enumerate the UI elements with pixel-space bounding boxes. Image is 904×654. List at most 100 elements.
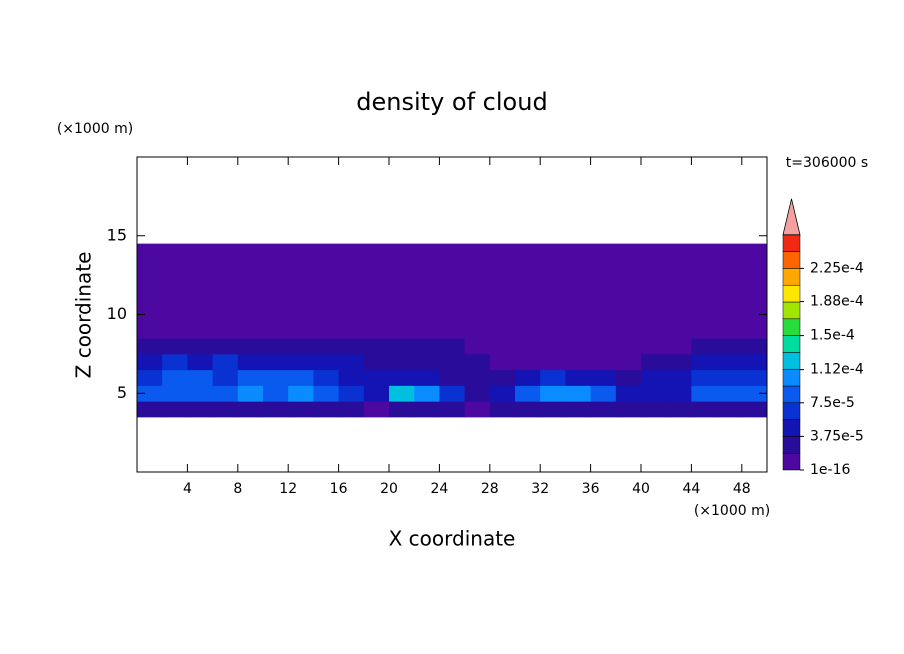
field-cell [137, 338, 163, 355]
field-cell [439, 290, 466, 308]
field-cell [338, 275, 365, 292]
field-cell [565, 338, 592, 355]
field-cell [515, 338, 541, 355]
field-cell [162, 338, 188, 355]
field-cell [338, 338, 365, 355]
field-cell [691, 275, 718, 292]
y-tick-label: 5 [117, 383, 127, 402]
field-cell [288, 322, 314, 339]
field-cell [439, 369, 466, 386]
colorbar-tick-label: 2.25e-4 [810, 260, 864, 276]
field-cell [137, 369, 163, 386]
field-cell [716, 369, 743, 386]
field-cell [439, 322, 466, 339]
field-cell [212, 353, 239, 371]
field-cell [489, 259, 516, 276]
field-cell [237, 243, 264, 260]
field-cell [489, 290, 516, 308]
field-cell [641, 353, 667, 371]
field-cell [615, 322, 642, 339]
field-cell [212, 290, 239, 308]
colorbar-tick-label: 1e-16 [810, 462, 850, 478]
field-cell [187, 369, 214, 386]
x-tick-label: 32 [531, 481, 549, 497]
field-cell [338, 243, 365, 260]
field-cell [363, 401, 390, 418]
colorbar-extension [782, 198, 801, 236]
field-cell [691, 290, 718, 308]
field-cell [439, 401, 466, 418]
field-cell [212, 243, 239, 260]
field-cell [741, 259, 768, 276]
x-tick-label: 8 [233, 481, 242, 497]
field-cell [313, 243, 340, 260]
field-cell [288, 369, 314, 386]
field-cell [666, 243, 692, 260]
x-unit: (×1000 m) [694, 503, 770, 519]
field-cell [540, 369, 566, 386]
field-cell [565, 259, 592, 276]
field-cell [212, 322, 239, 339]
field-cell [389, 290, 415, 308]
field-cell [237, 353, 264, 371]
field-cell [590, 243, 617, 260]
field-cell [187, 275, 214, 292]
field-cell [414, 243, 440, 260]
field-cell [716, 275, 743, 292]
x-tick-label: 28 [481, 481, 499, 497]
field-cell [489, 322, 516, 339]
field-cell [716, 322, 743, 339]
y-axis-title: Z coordinate [72, 252, 96, 379]
field-cell [615, 353, 642, 371]
field-cell [741, 322, 768, 339]
field-cell [363, 259, 390, 276]
field-cell [137, 322, 163, 339]
field-cell [590, 338, 617, 355]
field-cell [263, 338, 289, 355]
field-cell [237, 385, 264, 402]
field-cell [489, 306, 516, 323]
field-cell [263, 275, 289, 292]
field-cell [590, 322, 617, 339]
field-cell [464, 401, 491, 418]
field-cell [464, 369, 491, 386]
field-cell [389, 369, 415, 386]
field-cell [338, 353, 365, 371]
field-cell [162, 369, 188, 386]
field-cell [414, 259, 440, 276]
field-cell [363, 353, 390, 371]
field-cell [565, 385, 592, 402]
field-cell [439, 353, 466, 371]
x-tick-label: 36 [582, 481, 600, 497]
field-cell [489, 401, 516, 418]
field-cell [389, 259, 415, 276]
field-cell [666, 322, 692, 339]
field-cell [389, 275, 415, 292]
field-cell [263, 385, 289, 402]
field-cell [540, 275, 566, 292]
field-cell [464, 275, 491, 292]
field-cell [212, 259, 239, 276]
field-cell [489, 385, 516, 402]
field-cell [691, 322, 718, 339]
field-cell [162, 385, 188, 402]
field-cell [666, 259, 692, 276]
field-cell [137, 290, 163, 308]
field-cell [641, 290, 667, 308]
field-cell [414, 338, 440, 355]
field-cell [565, 275, 592, 292]
field-cell [565, 401, 592, 418]
field-cell [338, 401, 365, 418]
field-cell [162, 259, 188, 276]
field-cell [641, 306, 667, 323]
field-cell [489, 338, 516, 355]
field-cell [615, 243, 642, 260]
field-cell [666, 385, 692, 402]
field-cell [288, 338, 314, 355]
field-cell [212, 369, 239, 386]
field-cell [363, 369, 390, 386]
field-cell [615, 275, 642, 292]
field-cell [741, 275, 768, 292]
field-cell [666, 290, 692, 308]
